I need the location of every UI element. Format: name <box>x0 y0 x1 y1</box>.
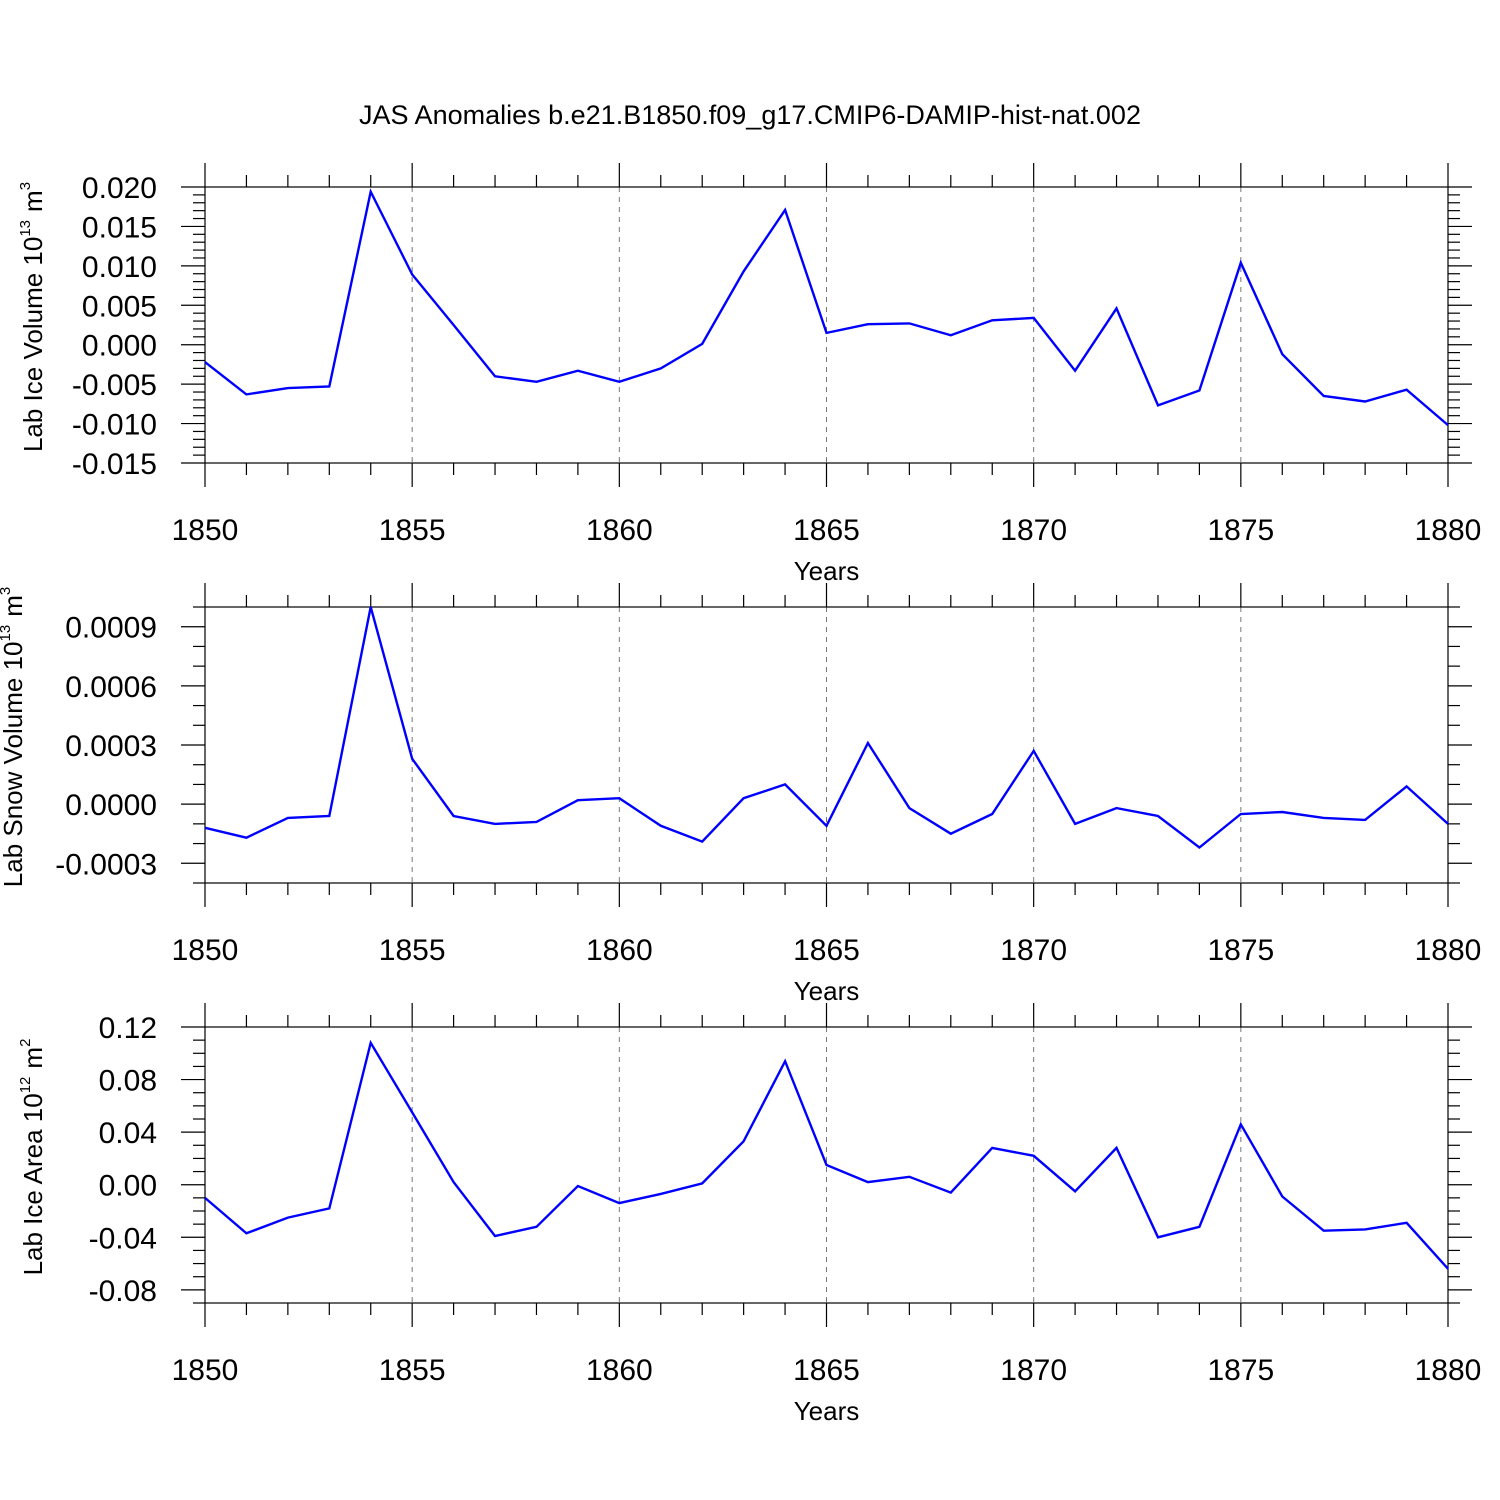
x-tick-label: 1855 <box>379 514 446 547</box>
y-axis-label-text: Lab Ice Volume <box>18 266 48 452</box>
y-axis-label: Lab Ice Volume 1013 m3 <box>17 182 48 452</box>
x-tick-label: 1880 <box>1415 934 1482 967</box>
y-tick-label: -0.005 <box>72 369 157 402</box>
panel-2: -0.0003 0.0000 0.0003 0.0006 0.0009 1850 1855 1… <box>0 583 1481 1006</box>
y-tick-label: -0.0003 <box>55 848 157 881</box>
y-axis-unit-exponent: 13 <box>0 625 14 642</box>
y-tick-label: 0.000 <box>82 330 157 363</box>
x-tick-label: 1875 <box>1207 934 1274 967</box>
x-tick-label: 1865 <box>793 1354 860 1387</box>
x-tick-label: 1865 <box>793 514 860 547</box>
series-line <box>204 1039 1449 1270</box>
x-tick-label: 1865 <box>793 934 860 967</box>
y-tick-label: 0.04 <box>99 1117 157 1150</box>
y-tick-label: 0.0006 <box>65 671 157 704</box>
x-tick-label: 1860 <box>586 1354 653 1387</box>
y-axis-label-text: Lab Snow Volume <box>0 670 28 887</box>
x-tick-label: 1850 <box>172 1354 239 1387</box>
y-tick-label: 0.00 <box>99 1170 157 1203</box>
x-tick-label: 1860 <box>586 934 653 967</box>
x-tick-label: 1880 <box>1415 514 1482 547</box>
series-line <box>204 188 1449 427</box>
panel-3: -0.08 -0.04 0.00 0.04 0.08 0.12 1850 1855 1860 18… <box>17 1003 1481 1426</box>
y-axis-unit: m <box>18 1047 48 1069</box>
y-tick-label: -0.08 <box>89 1275 157 1308</box>
panel-1: -0.015 -0.010 -0.005 0.000 0.005 0.010 0.015 0.… <box>17 163 1481 586</box>
y-axis-unit-exponent: 13 <box>17 220 34 237</box>
y-axis-unit-power: 3 <box>0 587 14 595</box>
x-tick-label: 1850 <box>172 514 239 547</box>
y-axis-unit: m <box>0 595 28 617</box>
x-tick-label: 1850 <box>172 934 239 967</box>
figure-title: JAS Anomalies b.e21.B1850.f09_g17.CMIP6-… <box>359 100 1141 130</box>
x-axis-label: Years <box>794 1396 860 1426</box>
x-tick-label: 1870 <box>1000 934 1067 967</box>
y-axis-unit-base: 10 <box>18 237 48 266</box>
y-tick-label: 0.005 <box>82 290 157 323</box>
x-tick-label: 1855 <box>379 1354 446 1387</box>
series-line <box>204 606 1449 850</box>
y-tick-label: 0.015 <box>82 211 157 244</box>
y-axis-label: Lab Ice Area 1012 m2 <box>17 1039 48 1276</box>
y-axis-unit-base: 10 <box>0 641 28 670</box>
y-tick-label: -0.04 <box>89 1222 157 1255</box>
x-axis-label: Years <box>794 556 860 586</box>
y-tick-label: 0.0003 <box>65 730 157 763</box>
y-tick-label: -0.015 <box>72 448 157 481</box>
y-axis-label: Lab Snow Volume 1013 m3 <box>0 587 28 887</box>
y-axis-unit-power: 2 <box>17 1039 34 1047</box>
x-tick-label: 1875 <box>1207 514 1274 547</box>
y-tick-label: 0.0000 <box>65 789 157 822</box>
y-axis-label-text: Lab Ice Area <box>18 1122 48 1275</box>
y-tick-label: 0.020 <box>82 172 157 205</box>
y-axis-unit-exponent: 12 <box>17 1077 34 1094</box>
y-tick-label: 0.0009 <box>65 612 157 645</box>
x-tick-label: 1870 <box>1000 514 1067 547</box>
x-tick-label: 1880 <box>1415 1354 1482 1387</box>
x-axis-label: Years <box>794 976 860 1006</box>
x-tick-label: 1870 <box>1000 1354 1067 1387</box>
y-axis-unit-base: 10 <box>18 1093 48 1122</box>
y-axis-unit: m <box>18 190 48 212</box>
y-axis-unit-power: 3 <box>17 182 34 190</box>
y-tick-label: -0.010 <box>72 409 157 442</box>
x-tick-label: 1860 <box>586 514 653 547</box>
y-tick-label: 0.08 <box>99 1065 157 1098</box>
x-tick-label: 1875 <box>1207 1354 1274 1387</box>
y-tick-label: 0.010 <box>82 251 157 284</box>
panels: -0.015 -0.010 -0.005 0.000 0.005 0.010 0.015 0.… <box>0 163 1481 1426</box>
x-tick-label: 1855 <box>379 934 446 967</box>
y-tick-label: 0.12 <box>99 1012 157 1045</box>
